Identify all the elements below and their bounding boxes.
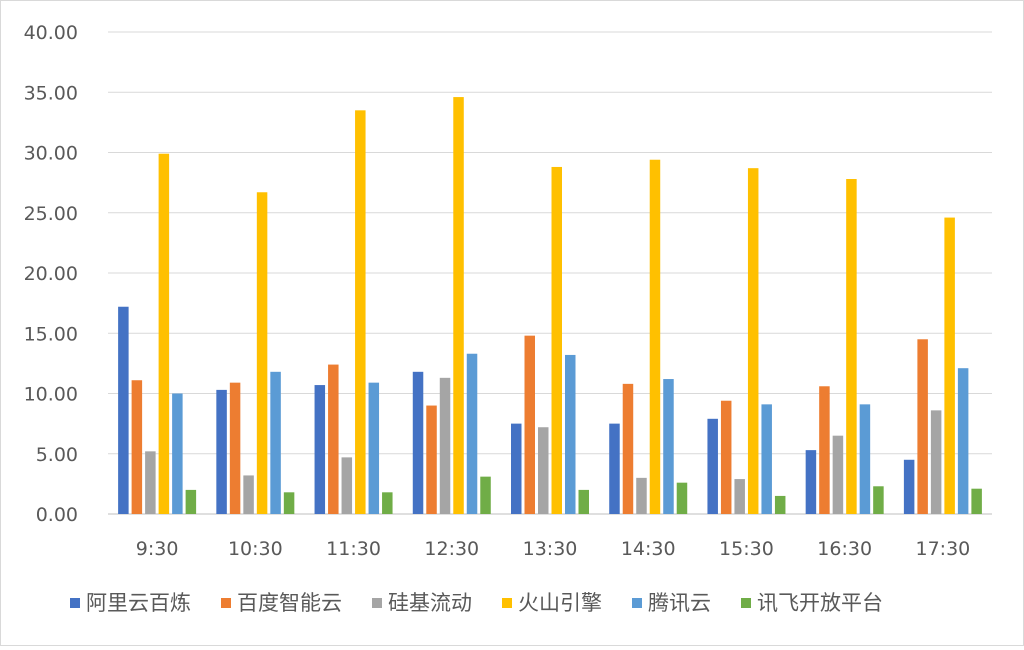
legend-swatch-2 <box>221 598 231 608</box>
legend-label-5: 腾讯云 <box>648 591 711 615</box>
y-tick-label: 0.00 <box>36 504 78 526</box>
y-tick-label: 20.00 <box>24 263 78 285</box>
bar-5-4 <box>466 353 478 514</box>
bar-4-3 <box>355 110 366 514</box>
bar-1-1 <box>118 306 129 514</box>
x-tick-label: 14:30 <box>621 538 676 560</box>
legend-label-2: 百度智能云 <box>237 591 342 615</box>
bar-2-1 <box>131 380 143 514</box>
bar-4-7 <box>747 168 759 515</box>
bar-3-6 <box>636 477 647 514</box>
x-tick-label: 13:30 <box>523 538 578 560</box>
bar-2-4 <box>426 405 437 514</box>
y-tick-label: 40.00 <box>24 22 78 44</box>
bar-3-4 <box>439 377 451 514</box>
y-tick-label: 25.00 <box>24 203 78 225</box>
bar-1-7 <box>707 418 718 514</box>
y-tick-label: 35.00 <box>24 82 78 104</box>
y-tick-label: 5.00 <box>36 444 78 466</box>
bar-1-5 <box>511 423 522 514</box>
bar-5-9 <box>957 368 969 514</box>
bar-3-7 <box>734 479 745 514</box>
bar-6-7 <box>774 495 786 514</box>
bar-6-2 <box>283 492 295 514</box>
legend-swatch-5 <box>632 598 642 608</box>
bar-2-6 <box>622 383 634 514</box>
bar-4-6 <box>649 159 661 515</box>
bar-6-9 <box>971 488 982 514</box>
bar-2-3 <box>328 364 339 514</box>
bar-1-6 <box>609 423 620 514</box>
x-axis: 9:30 10:30 11:30 12:30 13:30 14:30 15:30 16:30 1… <box>136 538 970 560</box>
bars <box>118 97 982 515</box>
y-tick-label: 30.00 <box>24 143 78 165</box>
legend-swatch-3 <box>372 598 382 608</box>
x-tick-label: 17:30 <box>916 538 971 560</box>
bar-3-5 <box>538 427 549 514</box>
bar-2-7 <box>720 400 732 514</box>
bar-4-4 <box>453 97 464 514</box>
bar-2-9 <box>917 339 928 514</box>
bar-6-6 <box>676 482 688 514</box>
bar-5-7 <box>761 404 772 514</box>
bar-6-5 <box>578 489 589 514</box>
x-tick-label: 11:30 <box>326 538 381 560</box>
y-tick-label: 10.00 <box>24 384 78 406</box>
legend-swatch-1 <box>70 598 80 608</box>
bar-5-8 <box>859 404 871 514</box>
legend-label-3: 硅基流动 <box>388 591 472 615</box>
bar-5-5 <box>565 354 576 514</box>
bar-6-4 <box>480 476 491 514</box>
bar-5-3 <box>368 382 380 514</box>
x-tick-label: 12:30 <box>424 538 479 560</box>
legend-swatch-4 <box>502 598 512 608</box>
bar-5-6 <box>663 379 674 514</box>
bar-3-3 <box>341 457 353 514</box>
bar-2-2 <box>229 382 241 514</box>
bar-1-2 <box>216 389 227 514</box>
bar-3-8 <box>832 435 844 514</box>
gridlines <box>108 31 992 515</box>
legend: 阿里云百炼 百度智能云 硅基流动 火山引擎 腾讯云 讯飞开放平台 <box>70 591 883 615</box>
bar-1-3 <box>314 385 326 514</box>
legend-label-1: 阿里云百炼 <box>86 591 191 615</box>
x-tick-label: 10:30 <box>228 538 283 560</box>
bar-3-9 <box>930 410 942 514</box>
bar-1-9 <box>903 459 915 514</box>
bar-4-1 <box>158 153 170 514</box>
bar-4-8 <box>846 179 857 514</box>
x-tick-label: 15:30 <box>719 538 774 560</box>
bar-6-3 <box>382 492 393 514</box>
x-tick-label: 9:30 <box>136 538 179 560</box>
bar-3-2 <box>243 475 254 514</box>
bar-4-2 <box>256 192 268 514</box>
bar-3-1 <box>145 451 156 514</box>
y-tick-label: 15.00 <box>24 323 78 345</box>
bar-5-1 <box>172 393 183 514</box>
legend-label-4: 火山引擎 <box>518 591 602 615</box>
bar-1-4 <box>412 371 424 514</box>
bar-4-5 <box>551 166 562 514</box>
y-axis: 0.00 5.00 10.00 15.00 20.00 25.00 30.00 35.00 40… <box>24 22 78 526</box>
x-tick-label: 16:30 <box>817 538 872 560</box>
bar-2-5 <box>524 335 535 514</box>
legend-swatch-6 <box>741 598 751 608</box>
bar-2-8 <box>819 386 830 514</box>
bar-6-1 <box>185 489 197 514</box>
bar-1-8 <box>805 450 817 514</box>
bar-4-9 <box>944 217 955 514</box>
bar-5-2 <box>270 371 281 514</box>
legend-label-6: 讯飞开放平台 <box>757 591 883 615</box>
bar-6-8 <box>873 486 884 514</box>
